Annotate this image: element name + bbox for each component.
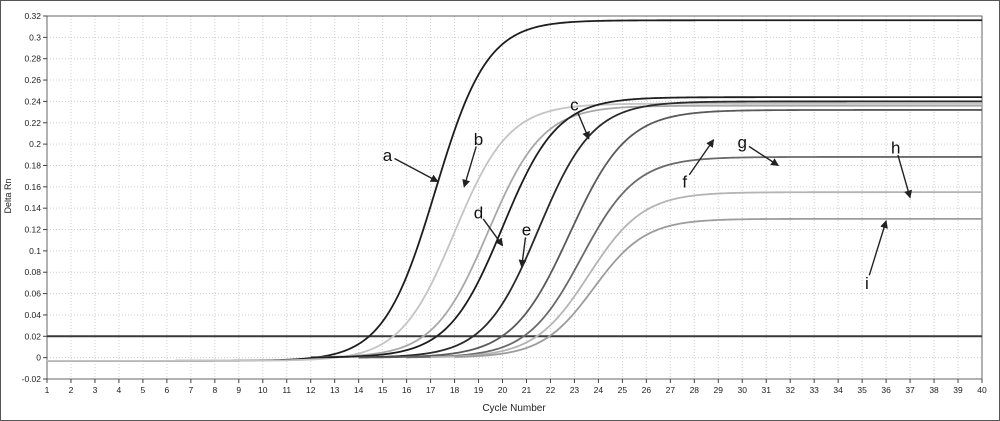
y-tick-label: 0.06	[24, 289, 41, 299]
series-line-i	[454, 217, 982, 358]
x-tick-label: 38	[929, 385, 939, 395]
grid	[47, 16, 982, 379]
x-tick-label: 6	[165, 385, 170, 395]
x-tick-label: 4	[117, 385, 122, 395]
x-tick-label: 14	[354, 385, 364, 395]
annotation-arrow-g	[748, 145, 780, 167]
series-line-f	[358, 109, 982, 359]
series-line-h	[430, 191, 982, 359]
annotation-label-i: i	[865, 274, 869, 293]
annotation-arrow-b	[462, 146, 477, 188]
x-tick-label: 8	[212, 385, 217, 395]
x-tick-label: 25	[618, 385, 628, 395]
y-tick-label: 0.08	[24, 267, 41, 277]
x-tick-label: 7	[188, 385, 193, 395]
x-tick-label: 22	[546, 385, 556, 395]
x-tick-label: 18	[450, 385, 460, 395]
y-tick-label: 0.24	[24, 96, 41, 106]
x-tick-label: 32	[785, 385, 795, 395]
annotation-arrow-i	[868, 220, 888, 276]
x-tick-label: 26	[642, 385, 652, 395]
y-tick-label: 0.12	[24, 225, 41, 235]
y-tick-label: 0.2	[29, 139, 41, 149]
annotation-label-b: b	[474, 130, 483, 149]
annotation-arrow-e	[518, 237, 527, 268]
annotation-label-c: c	[570, 96, 579, 115]
y-tick-label: 0.02	[24, 331, 41, 341]
y-tick-label: 0.14	[24, 203, 41, 213]
plot-border	[46, 15, 983, 380]
x-tick-label: 34	[833, 385, 843, 395]
series-line-d	[310, 96, 982, 359]
x-tick-label: 5	[141, 385, 146, 395]
x-tick-label: 2	[69, 385, 74, 395]
x-axis-label: Cycle Number	[482, 403, 546, 414]
y-tick-label: 0	[36, 353, 41, 363]
x-tick-label: 20	[498, 385, 508, 395]
x-tick-label: 10	[258, 385, 268, 395]
series-line-b	[47, 102, 982, 362]
annotation-label-g: g	[738, 133, 747, 152]
x-tick-label: 31	[761, 385, 771, 395]
y-tick-label: 0.22	[24, 118, 41, 128]
x-tick-label: 11	[282, 385, 291, 395]
y-axis-label: Delta Rn	[3, 178, 13, 213]
x-tick-label: 28	[690, 385, 700, 395]
annotation-arrow-c	[576, 111, 590, 140]
x-tick-label: 35	[857, 385, 867, 395]
x-tick-label: 24	[594, 385, 604, 395]
y-tick-label: 0.16	[24, 182, 41, 192]
y-tick-label: 0.26	[24, 75, 41, 85]
annotation-label-h: h	[891, 138, 900, 157]
axes: 1 2 3 4 5 6 7 8 9 10 11 12 13 14 15 16 17 18 19 20 21 22 23 24 2…	[22, 11, 987, 395]
x-tick-label: 33	[809, 385, 819, 395]
x-tick-label: 16	[402, 385, 412, 395]
curve-annotations: a b c d e f g h i	[383, 96, 912, 293]
x-tick-label: 23	[570, 385, 580, 395]
y-tick-label: 0.04	[24, 310, 41, 320]
x-tick-label: 27	[666, 385, 676, 395]
annotation-arrow-a	[394, 157, 439, 183]
x-tick-label: 17	[426, 385, 436, 395]
annotation-label-d: d	[474, 203, 483, 222]
x-tick-label: 21	[522, 385, 532, 395]
annotation-label-a: a	[383, 146, 393, 165]
annotation-label-f: f	[682, 172, 687, 191]
series-line-e	[358, 100, 982, 359]
x-tick-label: 9	[236, 385, 241, 395]
x-tick-label: 36	[881, 385, 891, 395]
x-tick-label: 19	[474, 385, 484, 395]
y-tick-label: 0.18	[24, 160, 41, 170]
y-tick-label: 0.28	[24, 54, 41, 64]
x-tick-label: 3	[93, 385, 98, 395]
y-tick-label: 0.1	[29, 246, 41, 256]
y-tick-label: 0.32	[24, 11, 41, 21]
y-tick-label: 0.3	[29, 32, 41, 42]
x-tick-label: 39	[953, 385, 963, 395]
x-tick-label: 29	[714, 385, 724, 395]
x-tick-label: 12	[306, 385, 316, 395]
x-tick-label: 40	[977, 385, 987, 395]
x-tick-label: 13	[330, 385, 340, 395]
series-line-a	[47, 19, 982, 362]
x-tick-label: 30	[738, 385, 748, 395]
annotation-arrow-d	[482, 218, 504, 247]
x-tick-label: 1	[45, 385, 50, 395]
annotation-arrow-h	[897, 154, 912, 199]
series-lines	[47, 19, 982, 362]
x-tick-label: 37	[905, 385, 915, 395]
annotation-label-e: e	[522, 221, 531, 240]
series-line-g	[406, 156, 982, 359]
annotation-arrow-f	[688, 139, 715, 176]
x-tick-label: 15	[378, 385, 388, 395]
y-tick-label: -0.02	[22, 374, 42, 384]
